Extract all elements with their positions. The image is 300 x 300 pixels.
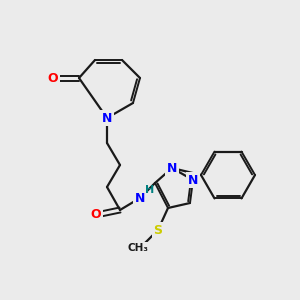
- Text: H: H: [146, 185, 154, 195]
- Text: S: S: [136, 242, 145, 254]
- Text: O: O: [48, 71, 58, 85]
- Text: S: S: [154, 224, 163, 236]
- Text: N: N: [167, 161, 177, 175]
- Text: N: N: [102, 112, 112, 124]
- Text: N: N: [135, 191, 145, 205]
- Text: CH₃: CH₃: [128, 243, 148, 253]
- Text: N: N: [188, 173, 198, 187]
- Text: O: O: [91, 208, 101, 221]
